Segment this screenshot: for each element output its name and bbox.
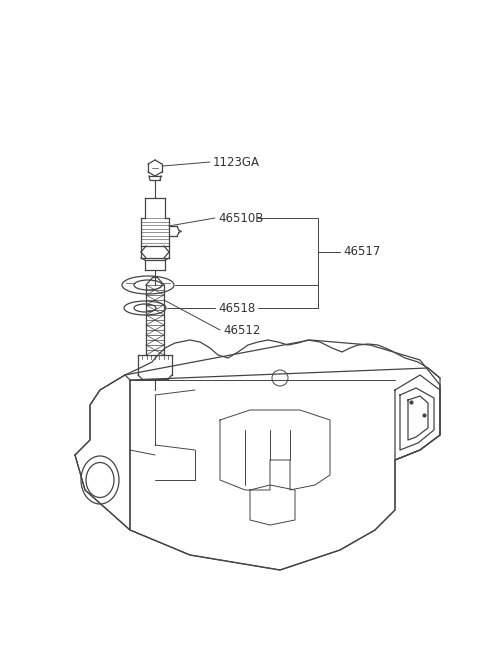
Text: 46510B: 46510B xyxy=(218,212,264,225)
Text: 46512: 46512 xyxy=(223,324,260,337)
Text: 1123GA: 1123GA xyxy=(213,155,260,168)
Text: 46517: 46517 xyxy=(343,245,380,258)
Text: 46518: 46518 xyxy=(218,301,255,314)
